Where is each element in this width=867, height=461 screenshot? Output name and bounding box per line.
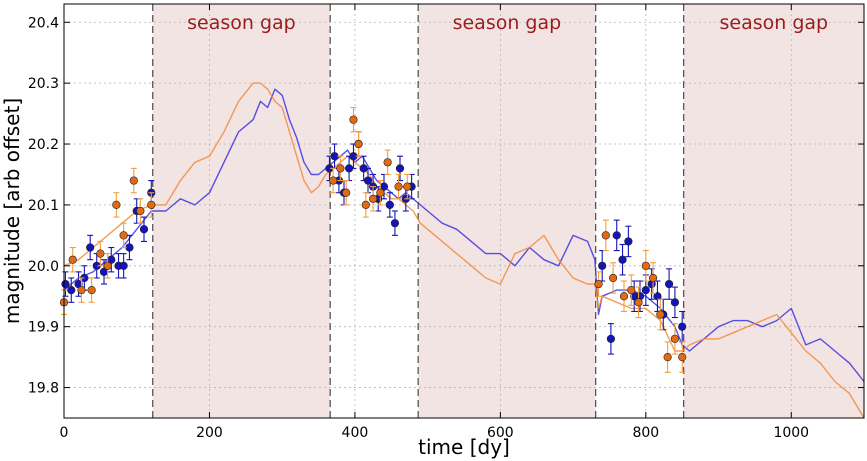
- data-point: [390, 219, 400, 228]
- data-point: [87, 286, 96, 295]
- data-point: [376, 188, 385, 197]
- data-point: [670, 334, 680, 343]
- data-point: [103, 261, 112, 270]
- data-point: [678, 353, 687, 362]
- data-point: [136, 206, 145, 216]
- data-point: [68, 255, 77, 264]
- data-point: [641, 261, 650, 270]
- data-point: [678, 322, 687, 331]
- data-point: [663, 353, 672, 362]
- plot-frame: [63, 3, 865, 419]
- y-axis-label: magnitude [arb offset]: [0, 98, 24, 324]
- data-point: [383, 158, 392, 167]
- data-point: [336, 164, 345, 173]
- x-tick-label: 200: [196, 425, 223, 441]
- data-point: [119, 261, 128, 270]
- x-tick-label: 400: [342, 425, 369, 441]
- data-point: [634, 298, 643, 307]
- data-point: [67, 286, 76, 295]
- data-point: [653, 292, 662, 301]
- data-point: [619, 292, 629, 301]
- photometry-points: [59, 106, 687, 373]
- data-point: [656, 310, 665, 319]
- series-line: [63, 82, 865, 419]
- data-point: [125, 243, 134, 252]
- data-point: [664, 279, 674, 289]
- x-tick-label: 800: [632, 425, 659, 441]
- data-point: [86, 243, 95, 252]
- y-tick-label: 19.8: [28, 381, 59, 397]
- data-point: [354, 139, 363, 149]
- data-point: [395, 164, 405, 173]
- data-point: [363, 176, 373, 185]
- x-tick-label: 1000: [773, 425, 809, 441]
- data-point: [618, 255, 627, 264]
- data-point: [96, 249, 105, 258]
- y-tick-label: 20.0: [28, 259, 59, 275]
- data-point: [608, 273, 618, 283]
- data-point: [385, 200, 394, 210]
- data-point: [328, 176, 338, 185]
- data-point: [112, 200, 121, 210]
- data-point: [403, 182, 412, 191]
- season-gap-labels: season gap season gap season gap: [187, 12, 828, 34]
- y-tick-label: 19.9: [28, 320, 59, 336]
- season-gap-regions: [152, 4, 864, 418]
- data-point: [119, 231, 128, 240]
- season-gap-region: [683, 4, 864, 418]
- x-tick-label: 0: [60, 425, 69, 441]
- data-point: [77, 286, 86, 295]
- data-point: [598, 261, 607, 270]
- y-tick-label: 20.1: [28, 198, 59, 214]
- data-point: [330, 152, 339, 161]
- data-point: [627, 286, 636, 295]
- data-point: [641, 286, 650, 295]
- season-gap-region: [152, 4, 331, 418]
- axis-ticks: 0 200 400 600 800 1000 19.8 19.9 20.0 20.1 20.2 20.…: [28, 4, 864, 441]
- data-point: [368, 194, 378, 203]
- y-tick-label: 20.2: [28, 137, 59, 153]
- y-tick-label: 20.4: [28, 15, 59, 31]
- data-point: [594, 279, 603, 289]
- data-point: [349, 115, 358, 124]
- data-point: [61, 279, 70, 289]
- data-point: [147, 200, 156, 210]
- x-tick-label: 600: [487, 425, 514, 441]
- season-gap-label: season gap: [453, 12, 562, 34]
- season-gap-label: season gap: [720, 12, 829, 34]
- data-point: [129, 176, 138, 185]
- season-gap-region: [418, 4, 596, 418]
- data-point: [648, 273, 658, 283]
- data-point: [361, 200, 370, 210]
- x-axis-label: time [dy]: [418, 435, 510, 459]
- data-point: [606, 334, 616, 343]
- data-point: [601, 231, 610, 240]
- data-point: [394, 182, 403, 191]
- data-point: [624, 237, 633, 246]
- season-gap-label: season gap: [187, 12, 296, 34]
- data-point: [670, 298, 680, 307]
- y-tick-label: 20.3: [28, 76, 59, 92]
- grid-lines: [64, 4, 864, 418]
- data-point: [342, 188, 351, 197]
- data-point: [139, 225, 149, 234]
- data-point: [612, 231, 621, 240]
